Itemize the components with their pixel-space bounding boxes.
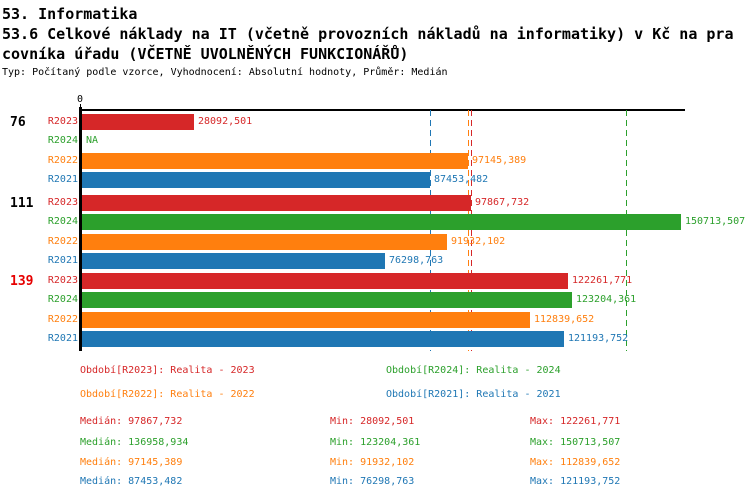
bar-r2023: [82, 114, 194, 130]
bar-value-label: 121193,752: [568, 333, 629, 344]
bar-value-label: 97867,732: [475, 197, 530, 208]
stat-min: Min: 76298,763: [330, 476, 415, 487]
page-subtitle-2: covníka úřadu (VČETNĚ UVOLNĚNÝCH FUNKCIO…: [2, 45, 409, 63]
bar-value-label: 122261,771: [572, 275, 633, 286]
page-title: 53. Informatika: [2, 5, 138, 23]
stat-min: Min: 28092,501: [330, 416, 415, 427]
stat-median: Medián: 87453,482: [80, 476, 183, 487]
legend-item: Období[R2022]: Realita - 2022: [80, 389, 255, 400]
row-label-r2021: R2021: [47, 255, 78, 266]
row-label-r2024: R2024: [47, 216, 78, 227]
bar-value-label: 112839,652: [534, 314, 595, 325]
stat-max: Max: 122261,771: [530, 416, 621, 427]
median-line-r2024: [626, 110, 627, 351]
row-label-r2021: R2021: [47, 174, 78, 185]
stat-median: Medián: 97145,389: [80, 457, 183, 468]
x-axis-zero-label: 0: [76, 94, 84, 105]
median-line-r2022: [468, 110, 469, 351]
legend-item: Období[R2023]: Realita - 2023: [80, 365, 255, 376]
x-axis-line: [80, 109, 685, 111]
bar-r2024: [82, 292, 572, 308]
legend-item: Období[R2021]: Realita - 2021: [386, 389, 561, 400]
row-label-r2022: R2022: [47, 155, 78, 166]
row-label-r2023: R2023: [47, 116, 78, 127]
bar-value-label: 28092,501: [198, 116, 253, 127]
bar-value-label: 123204,361: [576, 294, 637, 305]
bar-value-label: NA: [86, 135, 99, 146]
bar-r2022: [82, 234, 447, 250]
bar-r2022: [82, 153, 468, 169]
bar-r2021: [82, 253, 385, 269]
bar-r2024: [82, 214, 681, 230]
bar-chart: 0 76 R2023 28092,501 R2024 NA R2022 97145,389 R…: [10, 94, 746, 351]
bar-r2023: [82, 195, 471, 211]
stat-min: Min: 123204,361: [330, 437, 421, 448]
stat-max: Max: 112839,652: [530, 457, 621, 468]
bar-r2021: [82, 172, 430, 188]
stat-max: Max: 121193,752: [530, 476, 621, 487]
chart-meta: Typ: Počítaný podle vzorce, Vyhodnocení:…: [2, 67, 448, 78]
group-label: 111: [10, 196, 34, 211]
page-subtitle-1: 53.6 Celkové náklady na IT (včetně provo…: [2, 25, 734, 43]
bar-r2023: [82, 273, 568, 289]
stat-min: Min: 91932,102: [330, 457, 415, 468]
row-label-r2023: R2023: [47, 197, 78, 208]
median-line-r2023: [471, 110, 472, 351]
median-line-r2021: [430, 110, 431, 351]
bar-value-label: 87453,482: [434, 174, 489, 185]
bar-r2022: [82, 312, 530, 328]
stat-median: Medián: 136958,934: [80, 437, 189, 448]
bar-r2021: [82, 331, 564, 347]
group-label: 139: [10, 274, 34, 289]
group-label: 76: [10, 115, 26, 130]
stat-median: Medián: 97867,732: [80, 416, 183, 427]
row-label-r2023: R2023: [47, 275, 78, 286]
bar-value-label: 97145,389: [472, 155, 527, 166]
row-label-r2024: R2024: [47, 294, 78, 305]
bar-value-label: 150713,507: [685, 216, 746, 227]
row-label-r2024: R2024: [47, 135, 78, 146]
row-label-r2022: R2022: [47, 236, 78, 247]
row-label-r2022: R2022: [47, 314, 78, 325]
bar-value-label: 76298,763: [389, 255, 444, 266]
bar-value-label: 91932,102: [451, 236, 506, 247]
legend-item: Období[R2024]: Realita - 2024: [386, 365, 561, 376]
row-label-r2021: R2021: [47, 333, 78, 344]
stat-max: Max: 150713,507: [530, 437, 621, 448]
y-axis-line: [79, 107, 82, 351]
